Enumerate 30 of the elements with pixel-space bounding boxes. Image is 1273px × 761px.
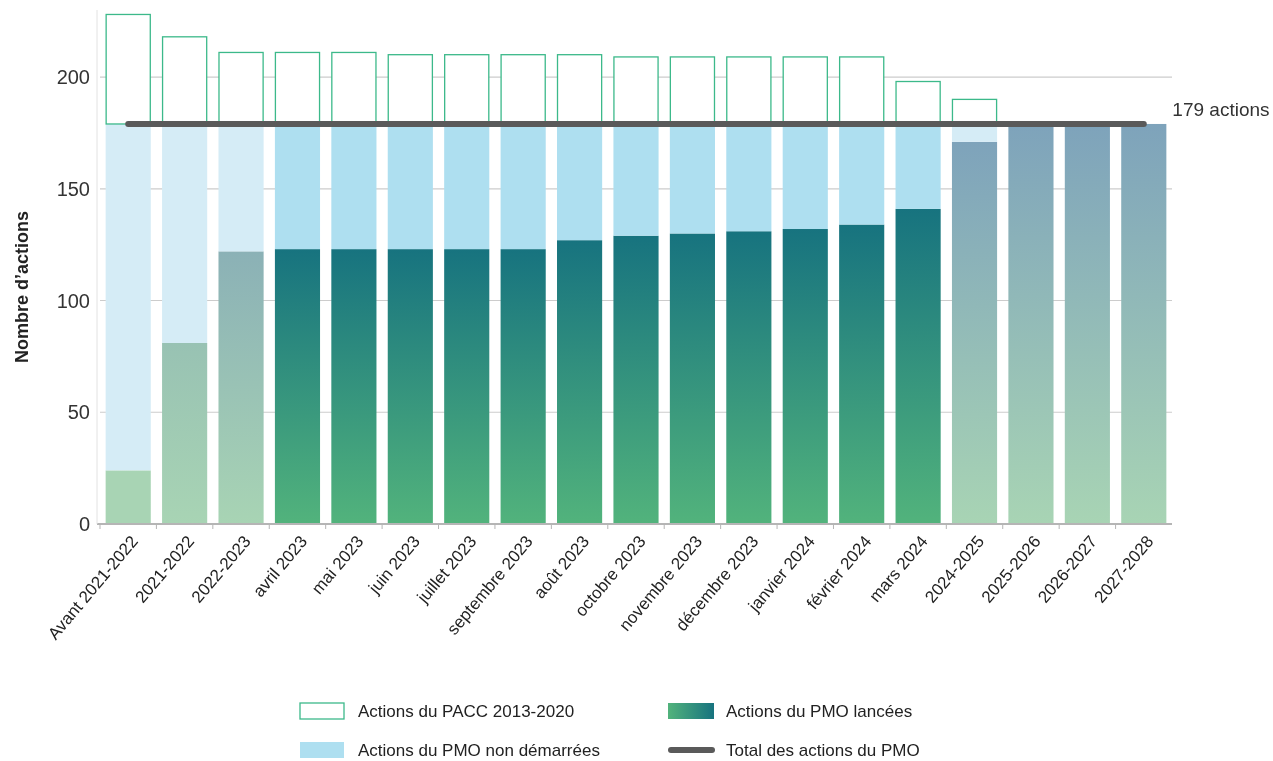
bar <box>1121 123 1167 524</box>
legend-label: Actions du PMO lancées <box>726 702 913 721</box>
legend-label: Total des actions du PMO <box>726 741 920 760</box>
bar <box>105 470 151 524</box>
bar <box>557 240 603 524</box>
bar <box>839 224 885 524</box>
y-tick-label: 100 <box>56 289 90 312</box>
bar <box>951 141 998 524</box>
bar <box>331 249 377 524</box>
bar <box>218 251 264 524</box>
annotation: 179 actions <box>1172 98 1270 120</box>
bar <box>162 342 208 524</box>
y-tick-label: 50 <box>67 401 90 424</box>
bar <box>387 249 433 524</box>
legend-label: Actions du PMO non démarrées <box>358 741 600 760</box>
bar <box>105 123 151 471</box>
bar <box>105 13 151 125</box>
bar <box>895 208 941 524</box>
bar <box>500 249 546 524</box>
bar <box>782 229 828 524</box>
bar <box>274 249 321 524</box>
y-tick-label: 0 <box>78 513 90 535</box>
bar <box>444 249 490 524</box>
y-axis-title: Nombre d’actions <box>12 210 32 364</box>
bar <box>726 231 772 524</box>
y-tick-label: 200 <box>56 66 90 89</box>
y-tick-label: 150 <box>56 177 90 200</box>
bar <box>613 235 659 524</box>
legend-label: Actions du PACC 2013-2020 <box>358 702 575 721</box>
bar <box>669 233 715 524</box>
